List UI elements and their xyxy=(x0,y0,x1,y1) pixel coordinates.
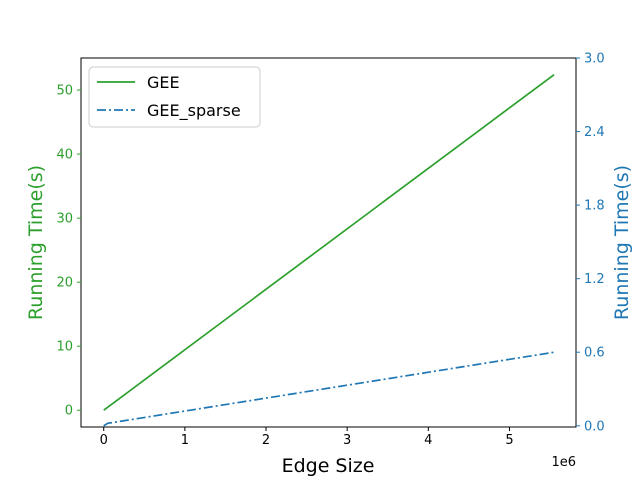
left-y-tick-label: 10 xyxy=(56,340,73,355)
x-tick-label: 0 xyxy=(100,433,108,448)
left-y-tick-label: 50 xyxy=(56,84,73,99)
right-y-tick-label: 1.8 xyxy=(584,199,605,214)
left-y-tick-label: 20 xyxy=(56,276,73,291)
x-tick-label: 3 xyxy=(343,433,351,448)
legend: GEE GEE_sparse xyxy=(88,66,261,128)
left-y-tick-label: 0 xyxy=(65,404,73,419)
right-y-tick-label: 3.0 xyxy=(584,52,605,67)
series-line-gee-sparse xyxy=(103,351,555,427)
legend-label-gee: GEE xyxy=(147,73,180,92)
axis-labels: Edge Size 1e6 Running Time(s) Running Ti… xyxy=(25,165,633,477)
right-y-tick-label: 2.4 xyxy=(584,125,605,140)
left-y-tick-label: 30 xyxy=(56,212,73,227)
x-tick-label: 1 xyxy=(181,433,189,448)
right-y-tick-label: 0.0 xyxy=(584,419,605,434)
plot-area xyxy=(103,73,555,427)
right-y-tick-label: 0.6 xyxy=(584,346,605,361)
x-tick-label: 4 xyxy=(424,433,432,448)
left-y-axis-label: Running Time(s) xyxy=(25,165,47,320)
left-y-tick-label: 40 xyxy=(56,148,73,163)
legend-label-gee-sparse: GEE_sparse xyxy=(147,101,241,121)
x-tick-label: 5 xyxy=(505,433,513,448)
plot-frame xyxy=(80,57,577,428)
series-line-gee xyxy=(103,73,555,411)
right-y-tick-label: 1.2 xyxy=(584,272,605,287)
x-axis-offset-label: 1e6 xyxy=(551,455,576,470)
x-tick-label: 2 xyxy=(262,433,270,448)
x-axis-label: Edge Size xyxy=(282,455,375,477)
right-y-axis-label: Running Time(s) xyxy=(611,165,633,320)
